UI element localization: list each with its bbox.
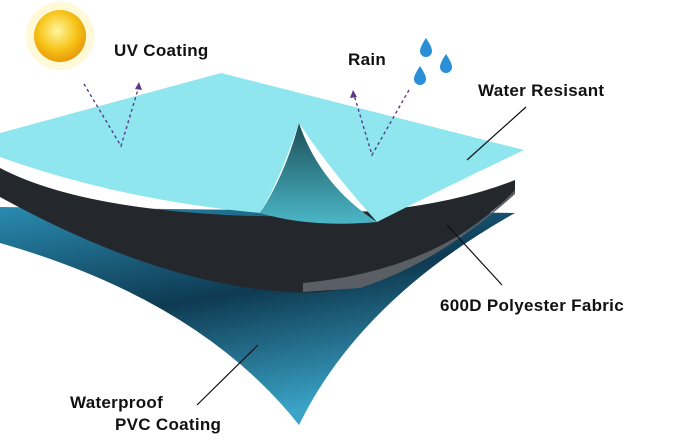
fabric-edge <box>303 190 515 292</box>
label-polyester-fabric: 600D Polyester Fabric <box>440 296 624 315</box>
rain-arrowhead <box>350 90 357 98</box>
label-water-resistant: Water Resisant <box>478 81 605 100</box>
water-leader-line <box>466 106 527 161</box>
sun-icon <box>26 2 94 70</box>
uv-arrowhead <box>135 82 142 90</box>
label-pvc-coating: PVC Coating <box>115 415 222 434</box>
rain-arrows <box>353 89 410 157</box>
label-waterproof: Waterproof <box>70 393 164 412</box>
fabric-leader-line <box>446 224 503 286</box>
label-rain: Rain <box>348 50 387 69</box>
peel-underside <box>260 123 377 224</box>
pvc-leader-line <box>196 344 259 406</box>
uv-arrows <box>83 83 140 148</box>
label-uv-coating: UV Coating <box>114 41 209 60</box>
polyester-fabric-layer <box>0 168 515 293</box>
rain-drops-icon <box>414 38 452 85</box>
